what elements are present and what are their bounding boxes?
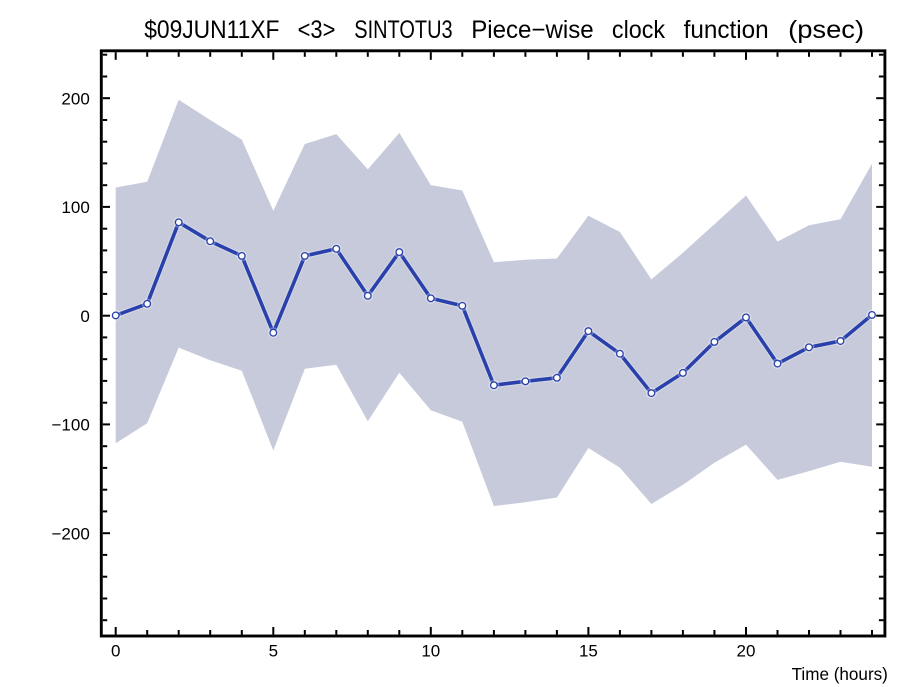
svg-text:100: 100 [61,198,89,217]
svg-text:5: 5 [269,641,278,660]
svg-text:(psec): (psec) [788,16,864,44]
svg-text:<3>: <3> [298,16,336,44]
svg-text:Time (hours): Time (hours) [792,664,888,684]
svg-text:0: 0 [80,307,89,326]
svg-text:20: 20 [737,641,756,660]
svg-text:200: 200 [61,89,89,108]
svg-text:−200: −200 [52,524,90,543]
svg-text:15: 15 [579,641,598,660]
svg-text:0: 0 [111,641,120,660]
svg-text:$09JUN11XF: $09JUN11XF [144,16,279,44]
svg-text:SINTOTU3: SINTOTU3 [354,16,452,44]
svg-text:Piece−wise: Piece−wise [471,16,594,44]
svg-text:−100: −100 [52,416,90,435]
svg-text:function: function [684,16,769,44]
svg-text:10: 10 [421,641,440,660]
svg-text:clock: clock [612,16,666,44]
